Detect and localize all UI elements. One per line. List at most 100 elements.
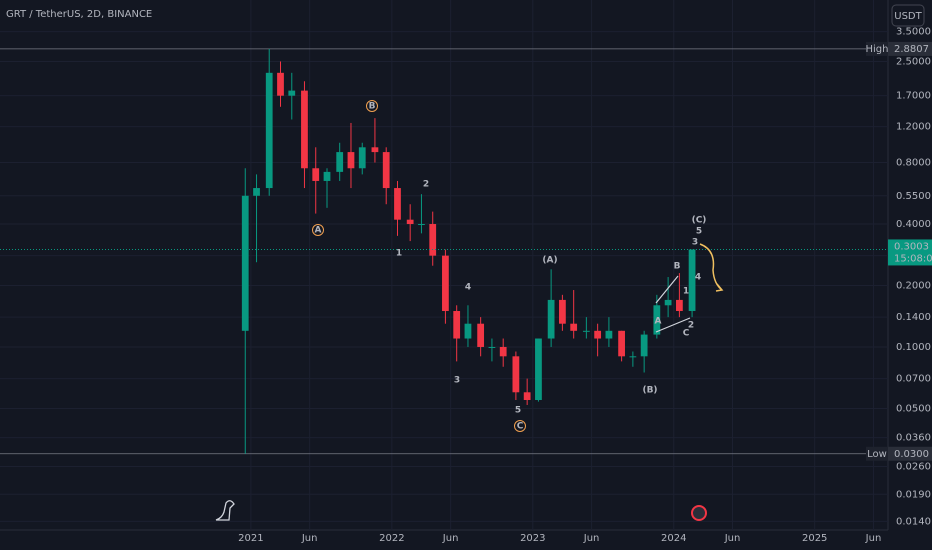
wave-label: B (674, 262, 681, 272)
candle-body (499, 346, 507, 357)
candle-body (523, 392, 531, 400)
candle-body (406, 219, 414, 225)
wave-label: (A) (542, 256, 557, 266)
y-tick-label: 3.5000 (896, 27, 931, 38)
candle-body (442, 255, 449, 312)
y-tick-label: 2.5000 (896, 56, 931, 67)
x-tick-label: 2024 (661, 533, 686, 544)
wave-label: (C) (692, 216, 707, 226)
wave-label: C (517, 422, 524, 432)
low-value-tag (888, 446, 932, 461)
y-tick-label: 0.0190 (896, 489, 931, 500)
candle-body (312, 168, 320, 181)
wave-label: 1 (683, 287, 689, 297)
wave-label: 4 (695, 273, 701, 283)
wave-label: 1 (396, 249, 402, 259)
y-tick-label: 0.1000 (896, 342, 931, 353)
candle-body (464, 323, 472, 339)
y-tick-label: 0.0500 (896, 403, 931, 414)
candle-body (301, 90, 308, 169)
currency-label[interactable]: USDT (894, 11, 922, 22)
candle-body (547, 299, 555, 339)
wave-label: A (655, 317, 662, 327)
candle-body (323, 171, 331, 181)
candle-body (570, 323, 578, 331)
y-tick-label: 0.0700 (896, 374, 931, 385)
candle-body (477, 323, 485, 347)
countdown: 15:08:04 (894, 253, 932, 264)
candle-body (265, 72, 273, 189)
candle-body (488, 346, 496, 348)
high-value: 2.8807 (894, 44, 929, 55)
candle-body (347, 152, 355, 169)
wave-label: 3 (454, 376, 460, 386)
wave-label: A (315, 226, 322, 236)
wave-label: (B) (642, 386, 657, 396)
annotation-circle (366, 100, 378, 112)
x-tick-label: Jun (442, 533, 459, 544)
candle-body (418, 224, 425, 226)
wave-label: C (683, 329, 690, 339)
y-tick-label: 0.2000 (896, 280, 931, 291)
low-name: Low (867, 449, 887, 460)
candle-body (453, 311, 461, 339)
wave-lines (655, 275, 691, 333)
wave-label: 2 (423, 180, 429, 190)
x-tick-label: Jun (724, 533, 741, 544)
low-tag (866, 446, 888, 461)
candle-body (594, 330, 602, 339)
candle-body (653, 305, 661, 335)
candle-body (253, 188, 260, 196)
y-tick-label: 0.5500 (896, 191, 931, 202)
candle-body (582, 330, 590, 332)
candle-body (618, 330, 625, 357)
candle-body (394, 188, 401, 220)
x-tick-label: 2021 (238, 533, 263, 544)
wave-label: B (369, 102, 376, 112)
annotation-circle (514, 420, 526, 432)
candle-body (535, 338, 542, 400)
candle-body (429, 224, 437, 256)
low-value: 0.0300 (894, 449, 929, 460)
candle-body (241, 195, 249, 331)
candle-body (358, 147, 366, 169)
candle-body (288, 90, 296, 96)
candle-body (605, 330, 613, 339)
candle-body (688, 249, 696, 312)
y-tick-label: 0.0140 (896, 516, 931, 527)
high-value-tag (888, 41, 932, 56)
candle-body (629, 356, 637, 358)
y-tick-label: 1.2000 (896, 122, 931, 133)
y-tick-label: 0.1400 (896, 312, 931, 323)
logo (215, 500, 235, 521)
wave-label: 2 (688, 321, 694, 331)
x-tick-label: 2022 (379, 533, 404, 544)
high-tag (866, 41, 888, 56)
y-tick-label: 0.0360 (896, 433, 931, 444)
candle-body (277, 72, 284, 96)
y-tick-label: 0.8000 (896, 158, 931, 169)
y-tick-label: 0.4000 (896, 219, 931, 230)
projection-arrow (699, 243, 724, 292)
candle-body (676, 299, 683, 312)
x-tick-label: 2025 (802, 533, 827, 544)
last-price: 0.3003 (894, 241, 929, 252)
chart-title: GRT / TetherUS, 2D, BINANCE (6, 9, 152, 20)
wave-label: 5 (515, 406, 521, 416)
annotation-circle (312, 224, 324, 236)
candle-body (336, 152, 344, 172)
currency-button[interactable] (891, 4, 925, 27)
x-tick-label: Jun (301, 533, 318, 544)
x-tick-label: Jun (865, 533, 882, 544)
candle-body (382, 152, 390, 189)
x-tick-label: Jun (583, 533, 600, 544)
wave-label: 4 (465, 283, 471, 293)
high-name: High (866, 44, 889, 55)
candle-body (371, 147, 379, 153)
event-icon[interactable] (691, 505, 707, 521)
x-tick-label: 2023 (520, 533, 545, 544)
y-tick-label: 0.0260 (896, 461, 931, 472)
last-price-tag (888, 239, 932, 266)
